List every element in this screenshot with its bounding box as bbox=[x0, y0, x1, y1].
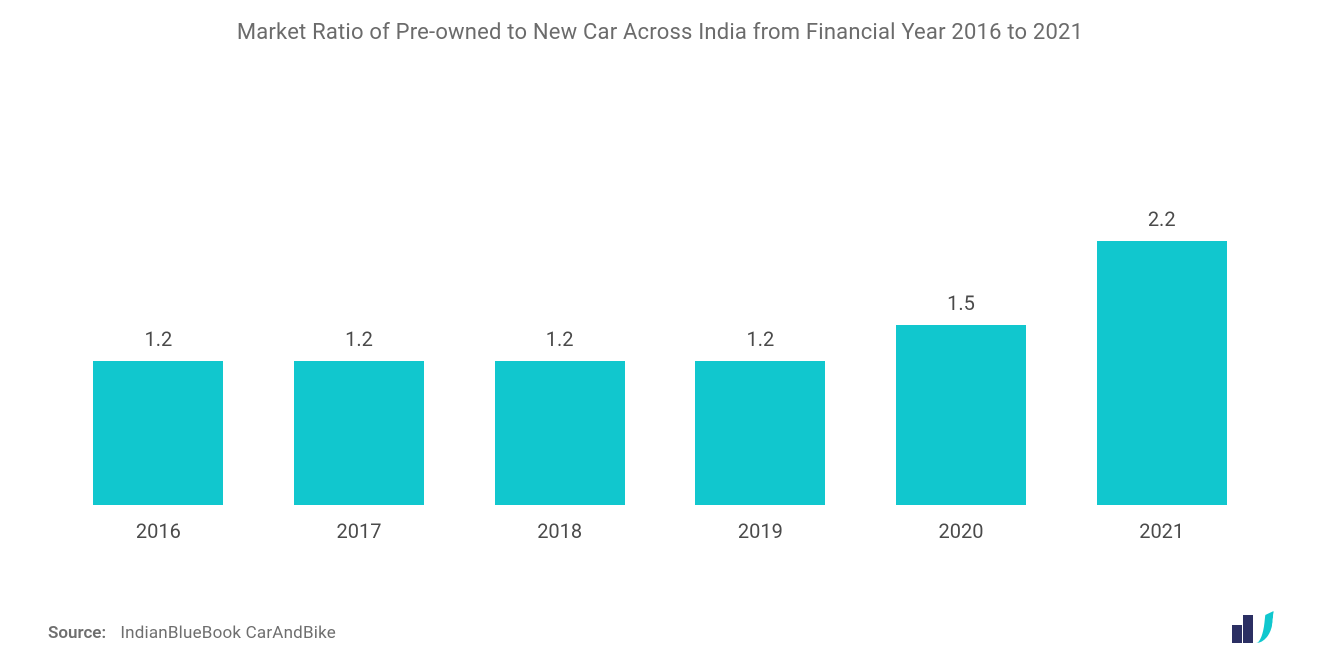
x-axis-labels: 201620172018201920202021 bbox=[48, 519, 1272, 543]
x-axis-label: 2021 bbox=[1061, 519, 1262, 543]
bar-value-label: 1.2 bbox=[546, 327, 574, 351]
x-axis-label: 2019 bbox=[660, 519, 861, 543]
brand-logo-icon bbox=[1232, 615, 1272, 643]
x-axis-label: 2017 bbox=[259, 519, 460, 543]
x-axis-label: 2016 bbox=[58, 519, 259, 543]
bar-group: 1.5 bbox=[861, 291, 1062, 505]
bar-value-label: 1.5 bbox=[947, 291, 975, 315]
bar-value-label: 1.2 bbox=[144, 327, 172, 351]
bar-group: 1.2 bbox=[259, 327, 460, 505]
bar-rect bbox=[93, 361, 223, 505]
bar-group: 1.2 bbox=[459, 327, 660, 505]
bar-rect bbox=[1097, 241, 1227, 505]
bar-group: 1.2 bbox=[58, 327, 259, 505]
chart-footer: Source: IndianBlueBook CarAndBike bbox=[48, 615, 1272, 643]
bar-value-label: 1.2 bbox=[345, 327, 373, 351]
bar-group: 1.2 bbox=[660, 327, 861, 505]
x-axis-label: 2018 bbox=[459, 519, 660, 543]
bar-value-label: 1.2 bbox=[746, 327, 774, 351]
x-axis-label: 2020 bbox=[861, 519, 1062, 543]
chart-title: Market Ratio of Pre-owned to New Car Acr… bbox=[48, 20, 1272, 45]
bar-group: 2.2 bbox=[1061, 207, 1262, 505]
source-prefix: Source: bbox=[48, 623, 106, 643]
bar-value-label: 2.2 bbox=[1148, 207, 1176, 231]
chart-container: Market Ratio of Pre-owned to New Car Acr… bbox=[0, 0, 1320, 665]
bar-rect bbox=[495, 361, 625, 505]
bar-rect bbox=[294, 361, 424, 505]
bar-rect bbox=[896, 325, 1026, 505]
source-text: IndianBlueBook CarAndBike bbox=[120, 623, 336, 643]
source-line: Source: IndianBlueBook CarAndBike bbox=[48, 623, 336, 643]
bar-rect bbox=[695, 361, 825, 505]
bars-row: 1.2 1.2 1.2 1.2 1.5 2.2 bbox=[48, 85, 1272, 505]
plot-area: 1.2 1.2 1.2 1.2 1.5 2.2 201620172018201920202… bbox=[48, 85, 1272, 543]
